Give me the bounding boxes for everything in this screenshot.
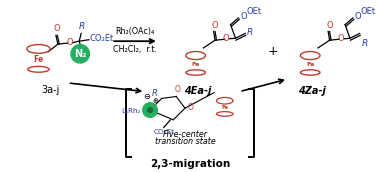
Text: OEt: OEt — [246, 7, 261, 16]
Text: CO₂Et: CO₂Et — [154, 130, 175, 136]
Text: O: O — [355, 12, 361, 21]
Text: O: O — [212, 20, 218, 30]
Text: CH₂Cl₂,  r.t.: CH₂Cl₂, r.t. — [113, 45, 157, 54]
Text: O: O — [188, 103, 194, 112]
Text: N₂: N₂ — [74, 49, 86, 59]
Text: Fe: Fe — [221, 105, 228, 110]
Circle shape — [143, 103, 157, 117]
Text: R: R — [247, 28, 253, 37]
Text: O: O — [338, 34, 344, 43]
Circle shape — [71, 45, 90, 63]
Text: O: O — [54, 24, 60, 33]
Text: 4Za-j: 4Za-j — [298, 86, 326, 96]
Text: 3a-j: 3a-j — [41, 85, 59, 95]
Text: CO₂Et: CO₂Et — [90, 34, 114, 43]
Text: Fe: Fe — [192, 62, 200, 67]
Text: O: O — [174, 85, 180, 94]
Text: R: R — [362, 39, 368, 48]
Text: Fe: Fe — [306, 62, 314, 67]
Text: OEt: OEt — [361, 7, 376, 16]
Text: Fe: Fe — [33, 55, 43, 64]
Text: Five-center: Five-center — [163, 130, 208, 139]
Text: R: R — [152, 89, 158, 98]
Circle shape — [148, 108, 152, 112]
Text: ⊖: ⊖ — [144, 92, 151, 101]
Text: transition state: transition state — [155, 137, 215, 146]
Text: L₄Rh₂: L₄Rh₂ — [121, 108, 140, 114]
Text: R: R — [79, 23, 85, 31]
Text: O: O — [240, 12, 247, 21]
Text: O: O — [66, 38, 73, 47]
Text: Rh₂(OAc)₄: Rh₂(OAc)₄ — [115, 27, 155, 36]
Text: 4Ea-j: 4Ea-j — [184, 86, 211, 96]
Text: O: O — [326, 20, 333, 30]
Text: O: O — [223, 34, 229, 43]
Text: 2,3-migration: 2,3-migration — [150, 159, 230, 169]
Text: ⊕: ⊕ — [152, 98, 158, 104]
Text: +: + — [268, 45, 279, 58]
